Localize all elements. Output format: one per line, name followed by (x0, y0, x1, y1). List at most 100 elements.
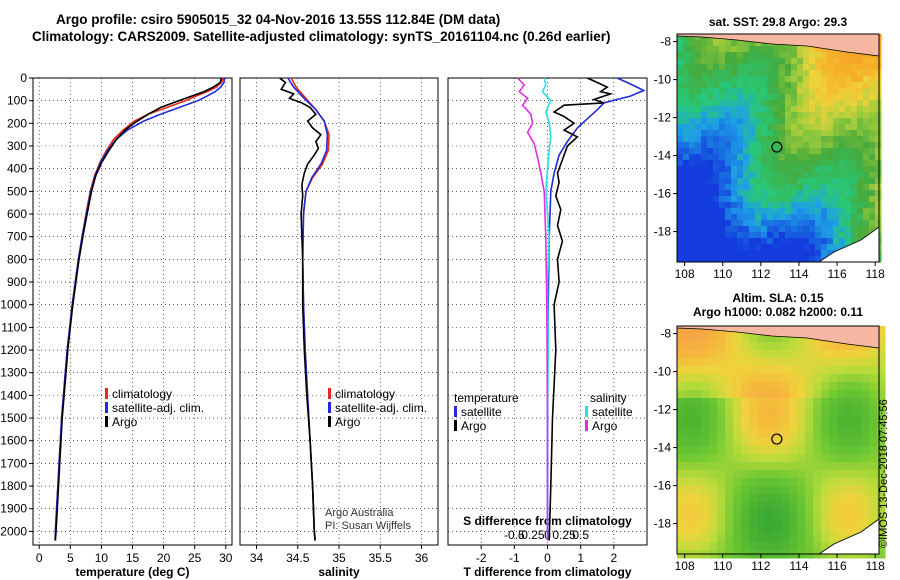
map-cell (821, 226, 828, 233)
map-cell (749, 438, 758, 447)
map-cell (821, 160, 828, 167)
map-x-tick-label: 108 (675, 267, 695, 281)
map-cell (757, 510, 766, 519)
x-tick-label: 0 (36, 551, 43, 565)
map-cell (813, 502, 822, 511)
map-cell (829, 406, 838, 415)
map-cell (701, 462, 710, 471)
map-cell (827, 166, 834, 173)
map-cell (733, 430, 742, 439)
map-cell (677, 510, 686, 519)
map-cell (749, 232, 756, 239)
map-cell (785, 220, 792, 227)
map-cell (677, 430, 686, 439)
map-cell (797, 414, 806, 423)
map-cell (701, 172, 708, 179)
map-cell (809, 136, 816, 143)
map-cell (821, 76, 828, 83)
map-cell (877, 534, 886, 543)
map-cell (719, 94, 726, 101)
map-cell (717, 542, 726, 551)
map-cell (803, 190, 810, 197)
map-cell (829, 358, 838, 367)
map-cell (781, 526, 790, 535)
map-cell (757, 454, 766, 463)
map-cell (731, 124, 738, 131)
map-cell (693, 390, 702, 399)
map-cell (863, 226, 870, 233)
map-cell (773, 208, 780, 215)
map-cell (839, 232, 846, 239)
map-cell (677, 214, 684, 221)
map-cell (683, 154, 690, 161)
map-cell (701, 382, 710, 391)
map-cell (743, 160, 750, 167)
map-cell (813, 350, 822, 359)
map-cell (765, 494, 774, 503)
map-cell (707, 256, 714, 263)
map-cell (677, 406, 686, 415)
map-cell (845, 446, 854, 455)
map-cell (717, 350, 726, 359)
map-cell (845, 358, 854, 367)
map-cell (821, 526, 830, 535)
map-cell (731, 250, 738, 257)
map-cell (683, 190, 690, 197)
map-cell (757, 542, 766, 551)
map-cell (701, 40, 708, 47)
map-cell (749, 136, 756, 143)
map-cell (695, 220, 702, 227)
map-cell (797, 406, 806, 415)
map-cell (827, 154, 834, 161)
map-cell (741, 438, 750, 447)
map-cell (863, 190, 870, 197)
map-cell (743, 82, 750, 89)
map-cell (743, 64, 750, 71)
y-tick-label: 1100 (1, 320, 27, 334)
map-cell (791, 130, 798, 137)
map-cell (695, 232, 702, 239)
x-tick-label: 35 (332, 551, 346, 565)
map-cell (707, 118, 714, 125)
map-cell (683, 178, 690, 185)
map-cell (805, 422, 814, 431)
map-cell (845, 502, 854, 511)
map-cell (765, 398, 774, 407)
map-cell (767, 202, 774, 209)
map-cell (773, 58, 780, 65)
map-cell (851, 196, 858, 203)
map-cell (861, 406, 870, 415)
map-cell (791, 196, 798, 203)
map-cell (869, 208, 876, 215)
map-cell (689, 202, 696, 209)
map-cell (731, 178, 738, 185)
map-cell (685, 470, 694, 479)
map-cell (701, 52, 708, 59)
map-cell (709, 374, 718, 383)
map-cell (853, 502, 862, 511)
map-cell (677, 382, 686, 391)
map-cell (837, 446, 846, 455)
map-cell (683, 214, 690, 221)
map-cell (797, 202, 804, 209)
map-cell (731, 142, 738, 149)
map-cell (737, 172, 744, 179)
map-cell (749, 202, 756, 209)
map-cell (809, 64, 816, 71)
map-cell (767, 232, 774, 239)
map-cell (713, 88, 720, 95)
map-cell (693, 478, 702, 487)
map-cell (813, 510, 822, 519)
map-cell (685, 398, 694, 407)
map-cell (869, 478, 878, 487)
map-cell (689, 82, 696, 89)
map-cell (785, 82, 792, 89)
map-cell (713, 214, 720, 221)
map-cell (755, 46, 762, 53)
map-cell (845, 196, 852, 203)
map-cell (773, 70, 780, 77)
series-line (279, 77, 322, 541)
map-cell (749, 130, 756, 137)
map-cell (827, 172, 834, 179)
map-cell (773, 220, 780, 227)
